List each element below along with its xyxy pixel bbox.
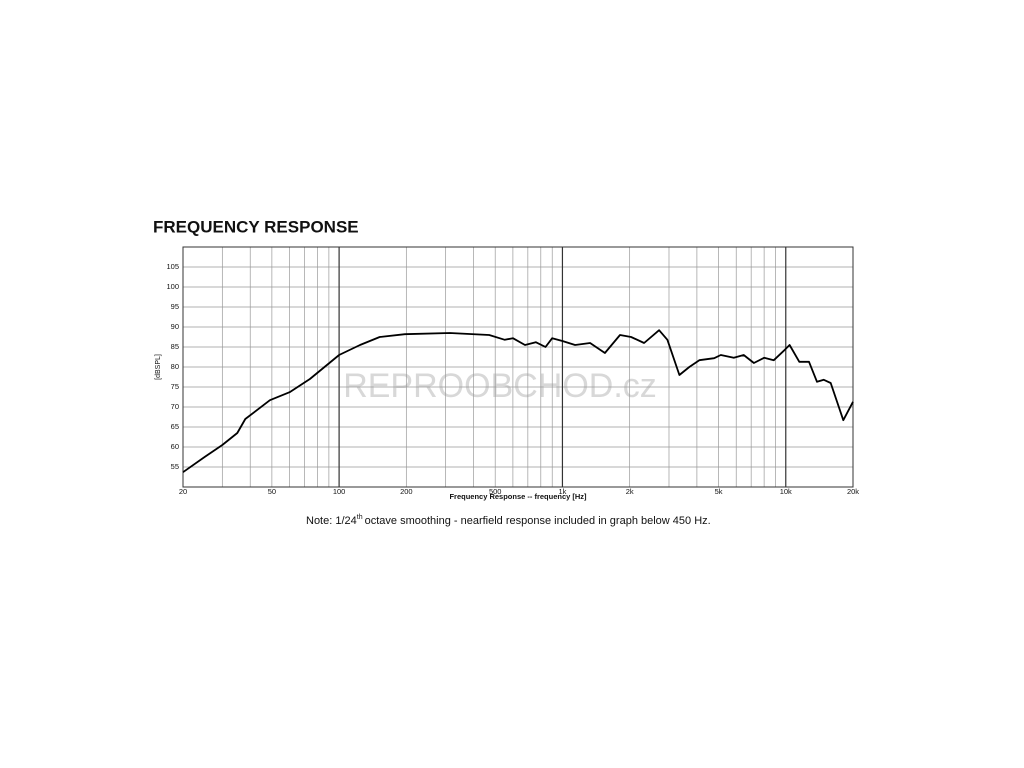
watermark: REPROOBCHOD.cz [343, 367, 657, 405]
x-tick-label: 500 [489, 487, 502, 496]
note-text: Note: 1/24 [306, 515, 357, 527]
y-tick-label: 95 [171, 302, 179, 311]
x-tick-label: 20k [847, 487, 859, 496]
x-tick-label: 20 [179, 487, 187, 496]
y-tick-label: 60 [171, 442, 179, 451]
note-rest: octave smoothing - nearfield response in… [365, 515, 711, 527]
y-tick-label: 90 [171, 322, 179, 331]
x-tick-label: 5k [715, 487, 723, 496]
y-tick-label: 65 [171, 422, 179, 431]
x-tick-label: 100 [333, 487, 346, 496]
y-tick-label: 80 [171, 362, 179, 371]
x-tick-label: 10k [780, 487, 792, 496]
x-tick-label: 2k [626, 487, 634, 496]
chart-title: FREQUENCY RESPONSE [153, 217, 359, 236]
x-tick-label: 50 [268, 487, 276, 496]
y-tick-label: 105 [166, 262, 179, 271]
y-tick-label: 70 [171, 402, 179, 411]
y-axis-label: [dBSPL] [155, 354, 162, 380]
response-line [182, 329, 854, 473]
plot-frame [182, 246, 854, 488]
y-tick-label: 75 [171, 382, 179, 391]
y-tick-label: 85 [171, 342, 179, 351]
x-tick-label: 1k [558, 487, 566, 496]
x-tick-label: 200 [400, 487, 413, 496]
note-sup: th [357, 514, 363, 521]
y-tick-label: 55 [171, 462, 179, 471]
y-tick-label: 100 [166, 282, 179, 291]
x-axis-label: Frequency Response -- frequency [Hz] [449, 492, 587, 501]
note: Note: 1/24th octave smoothing - nearfield… [306, 514, 711, 527]
